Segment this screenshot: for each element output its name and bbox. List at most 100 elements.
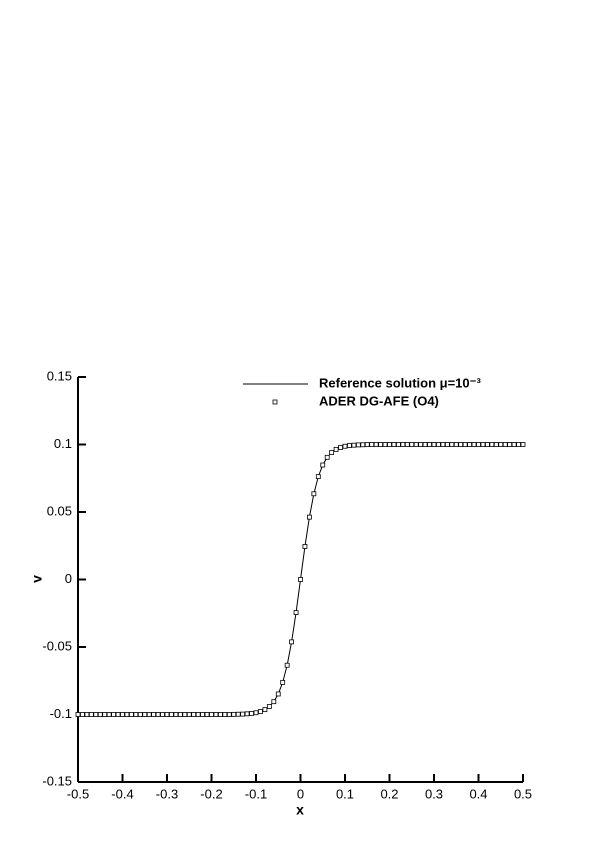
marker [400, 442, 406, 447]
marker [516, 442, 521, 447]
x-tick-label: -0.3 [156, 786, 178, 801]
marker [364, 442, 370, 448]
x-tick-label: -0.5 [67, 786, 89, 801]
marker [507, 442, 513, 447]
y-tick-label: 0.15 [47, 368, 72, 383]
marker [93, 712, 99, 717]
marker [387, 442, 392, 447]
marker [413, 442, 419, 447]
marker [311, 491, 317, 497]
marker [177, 712, 183, 717]
marker [382, 442, 388, 447]
x-tick-label: 0 [297, 786, 304, 801]
x-tick-label: -0.1 [245, 786, 267, 801]
marker [484, 442, 490, 447]
marker [338, 445, 343, 450]
marker [222, 712, 228, 717]
marker [520, 442, 526, 447]
marker [120, 712, 125, 717]
marker [373, 442, 379, 447]
marker [502, 442, 508, 447]
marker [449, 442, 455, 447]
marker [146, 712, 152, 717]
y-tick-label: 0.1 [54, 436, 72, 451]
y-tick-label: -0.15 [42, 773, 72, 788]
marker [235, 711, 241, 717]
x-tick-label: 0.1 [336, 786, 354, 801]
marker [306, 514, 312, 520]
marker [427, 442, 432, 447]
marker [262, 707, 268, 713]
x-tick-label: 0.3 [425, 786, 443, 801]
marker [111, 712, 116, 717]
marker [142, 712, 148, 717]
marker [217, 712, 223, 717]
marker [458, 442, 464, 447]
marker [409, 442, 415, 447]
marker [84, 712, 90, 717]
marker [360, 442, 366, 448]
x-tick-label: 0.5 [514, 786, 532, 801]
marker [369, 442, 375, 447]
marker [133, 712, 139, 717]
marker [391, 442, 397, 447]
marker [333, 446, 339, 452]
marker [418, 442, 424, 447]
marker [249, 711, 254, 716]
marker [155, 712, 161, 717]
marker [293, 610, 299, 615]
marker [173, 712, 179, 717]
marker [324, 454, 330, 460]
marker [191, 712, 197, 717]
y-tick-label: 0.05 [47, 503, 72, 518]
marker [195, 712, 201, 717]
marker [200, 712, 206, 717]
marker [80, 712, 85, 717]
y-tick-label: -0.1 [50, 706, 72, 721]
marker [151, 712, 157, 717]
marker [436, 442, 441, 447]
marker [404, 442, 410, 447]
marker [476, 442, 481, 447]
marker [467, 442, 473, 447]
marker [169, 712, 174, 717]
marker [511, 442, 517, 447]
y-tick-label: -0.05 [42, 638, 72, 653]
marker [355, 442, 361, 448]
marker [128, 712, 134, 717]
marker [378, 442, 384, 447]
marker [351, 442, 357, 448]
marker [88, 712, 94, 717]
marker [498, 442, 504, 447]
x-tick-label: 0.2 [380, 786, 398, 801]
marker [244, 711, 250, 717]
marker [284, 662, 290, 668]
marker [422, 442, 428, 447]
marker [315, 474, 321, 480]
marker [271, 699, 277, 705]
marker [289, 639, 295, 645]
marker [444, 442, 450, 447]
marker [471, 442, 477, 447]
marker [453, 442, 459, 447]
legend-label: Reference solution μ=10⁻³ [319, 375, 482, 390]
marker [302, 544, 308, 549]
marker [347, 443, 352, 448]
marker [320, 462, 326, 468]
y-axis-label: v [29, 575, 45, 583]
marker [266, 704, 272, 709]
marker [280, 679, 286, 685]
x-axis-label: x [296, 802, 304, 818]
marker [462, 442, 468, 447]
marker [253, 710, 259, 716]
marker [213, 712, 219, 717]
x-tick-label: -0.4 [111, 786, 133, 801]
x-tick-label: 0.4 [469, 786, 487, 801]
marker [226, 712, 232, 717]
marker [258, 709, 263, 714]
marker [493, 442, 499, 447]
marker [186, 712, 192, 717]
marker [204, 712, 210, 717]
